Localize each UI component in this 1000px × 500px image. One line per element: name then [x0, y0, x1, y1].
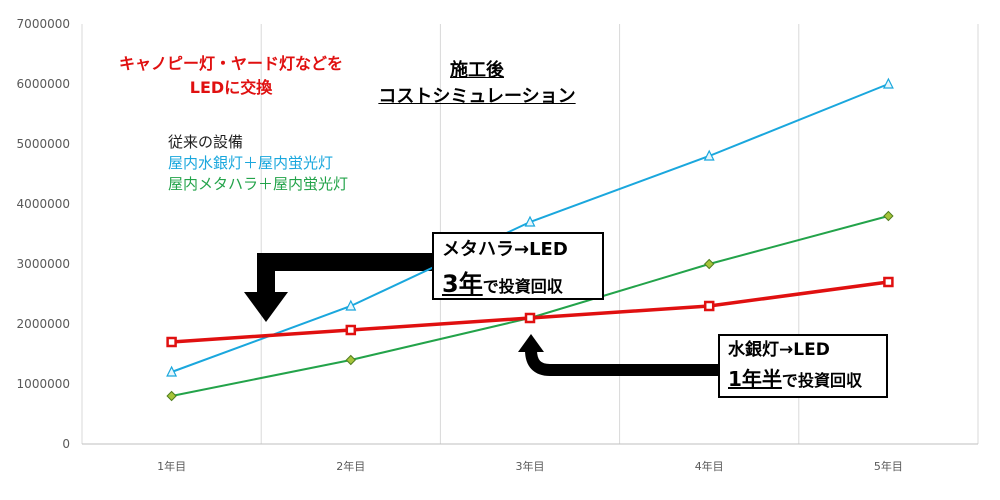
metahara-arrow-head [244, 292, 288, 322]
metahara-arrow-shaft [257, 253, 432, 292]
x-tick-label: 2年目 [336, 459, 365, 473]
data-point-triangle [166, 365, 178, 377]
data-point-triangle [703, 149, 715, 161]
data-point-square [524, 312, 536, 324]
legend-item-metahara: 屋内メタハラ＋屋内蛍光灯 [168, 175, 349, 193]
data-point-triangle [882, 77, 894, 89]
callout-mercury-years: 1年半 [728, 367, 782, 391]
callout-mercury: 水銀灯→LED 1年半で投資回収 [718, 334, 888, 398]
data-point-diamond [703, 258, 715, 270]
legend-header: 従来の設備 [168, 133, 244, 151]
data-point-square [703, 300, 715, 312]
data-point-triangle [524, 215, 536, 227]
callout-metahara-years: 3年 [442, 270, 483, 298]
callout-mercury-de: で [781, 371, 798, 390]
y-tick-label: 7000000 [17, 17, 70, 31]
data-point-diamond [166, 390, 177, 402]
data-point-square [883, 276, 894, 288]
callout-metahara: メタハラ→LED 3年で投資回収 [432, 232, 604, 300]
callout-metahara-title: メタハラ→LED [442, 239, 568, 260]
data-point-diamond [345, 354, 357, 366]
callout-mercury-payback: 1年半で投資回収 [728, 363, 878, 392]
y-tick-label: 5000000 [17, 137, 70, 151]
series-square [166, 276, 894, 348]
callout-metahara-suffix: 投資回収 [498, 277, 563, 296]
callout-arrows [244, 253, 718, 376]
x-tick-label: 4年目 [695, 459, 724, 473]
y-tick-label: 2000000 [17, 317, 70, 331]
chart-title-line-1: 施工後 [450, 60, 504, 81]
y-tick-label: 1000000 [17, 377, 70, 391]
note-line-2: LEDに交換 [189, 78, 273, 97]
note-red-text: キャノピー灯・ヤード灯などを LEDに交換 [96, 52, 366, 100]
x-tick-label: 1年目 [157, 459, 186, 473]
chart-title: 施工後 コストシミュレーション [352, 58, 602, 110]
mercury-arrow-shaft [525, 349, 718, 376]
data-point-triangle [345, 299, 357, 311]
y-axis: 0 1000000 2000000 3000000 4000000 5000000 6000… [17, 17, 70, 451]
data-point-square [345, 324, 357, 336]
callout-mercury-suffix: 投資回収 [797, 371, 862, 390]
chart-gridlines [81, 24, 979, 445]
y-tick-label: 4000000 [17, 197, 70, 211]
callout-metahara-de: で [482, 277, 499, 296]
legend: 従来の設備 屋内水銀灯＋屋内蛍光灯 屋内メタハラ＋屋内蛍光灯 [168, 132, 348, 195]
x-axis: 1年目 2年目 3年目 4年目 5年目 [157, 459, 903, 473]
series-triangle [166, 77, 894, 377]
x-tick-label: 3年目 [516, 459, 545, 473]
series-line [171, 83, 889, 373]
callout-mercury-title: 水銀灯→LED [728, 340, 830, 360]
chart-title-line-2: コストシミュレーション [378, 86, 576, 107]
mercury-arrow-head [518, 334, 544, 352]
x-tick-label: 5年目 [874, 459, 903, 473]
chart-series [166, 77, 894, 402]
y-tick-label: 0 [62, 437, 70, 451]
data-point-diamond [883, 210, 894, 222]
callout-metahara-payback: 3年で投資回収 [442, 264, 594, 299]
y-tick-label: 3000000 [17, 257, 70, 271]
note-line-1: キャノピー灯・ヤード灯などを [118, 54, 343, 73]
legend-item-mercury: 屋内水銀灯＋屋内蛍光灯 [168, 154, 334, 172]
data-point-square [166, 336, 177, 348]
y-tick-label: 6000000 [17, 77, 70, 91]
